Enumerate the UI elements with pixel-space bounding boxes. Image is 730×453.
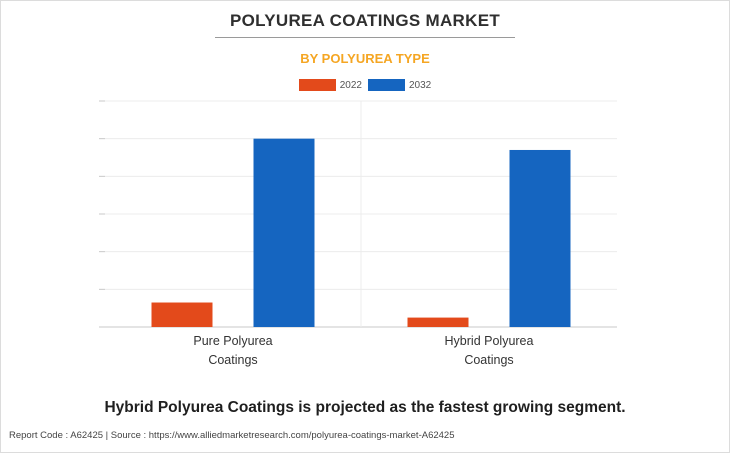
legend-item-2022: 2022 bbox=[298, 79, 362, 91]
legend-swatch-2022 bbox=[298, 79, 336, 91]
x-tick-label-line: Hybrid Polyurea bbox=[445, 334, 534, 348]
x-tick-label: Hybrid Polyurea Coatings bbox=[445, 334, 534, 367]
legend-label-2032: 2032 bbox=[409, 79, 432, 91]
bar-2032-1 bbox=[509, 149, 571, 327]
legend-item-2032: 2032 bbox=[368, 79, 431, 91]
title-divider bbox=[215, 37, 515, 38]
x-tick-label: Pure Polyurea Coatings bbox=[193, 334, 272, 367]
chart-subtitle: BY POLYUREA TYPE bbox=[300, 51, 430, 66]
bar-2022-1 bbox=[407, 317, 469, 327]
bar-2032-0 bbox=[253, 138, 315, 327]
x-tick-label-line: Pure Polyurea bbox=[193, 334, 272, 348]
x-tick-label-line: Coatings bbox=[464, 353, 513, 367]
x-tick-label-line: Coatings bbox=[208, 353, 257, 367]
bar-2022-0 bbox=[151, 302, 213, 327]
chart-title: POLYUREA COATINGS MARKET bbox=[229, 11, 501, 30]
legend-label-2022: 2022 bbox=[339, 79, 362, 91]
legend-swatch-2032 bbox=[368, 79, 405, 91]
chart-footnote: Hybrid Polyurea Coatings is projected as… bbox=[104, 399, 626, 416]
chart-legend: 2022 2032 bbox=[0, 79, 730, 91]
source-line: Report Code : A62425 | Source : https://… bbox=[9, 430, 455, 441]
